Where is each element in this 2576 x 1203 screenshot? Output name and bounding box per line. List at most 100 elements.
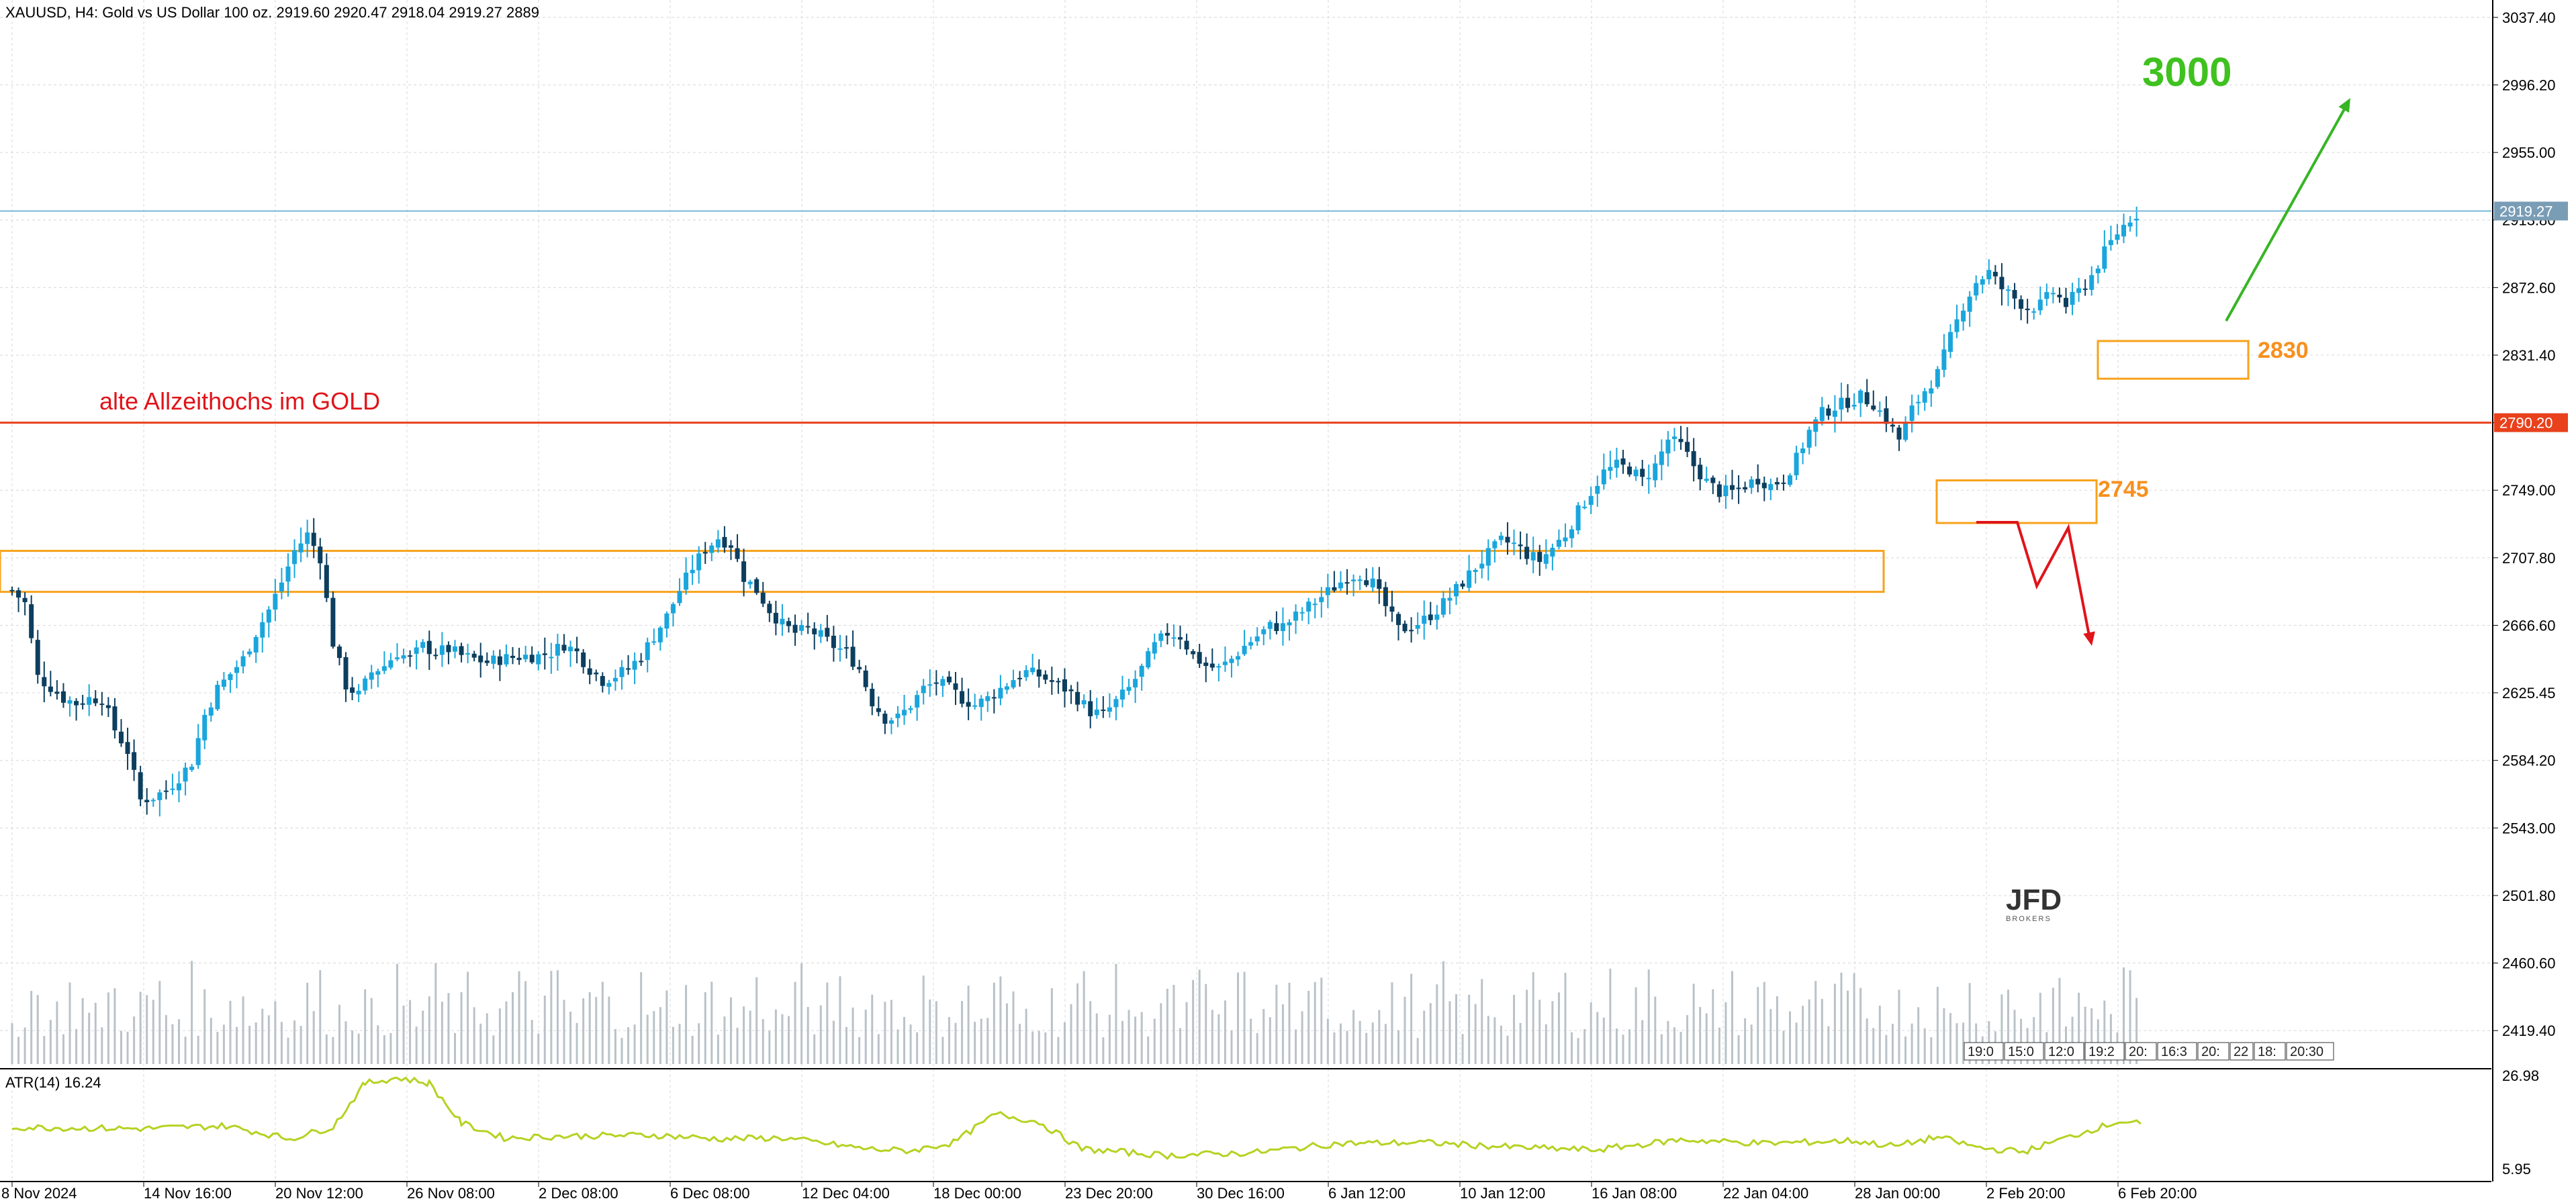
candle-body xyxy=(2082,288,2088,290)
candle-body xyxy=(1550,548,1555,557)
candle-body xyxy=(163,790,169,792)
candle-body xyxy=(927,684,933,686)
candle-body xyxy=(1743,487,1748,489)
candle-body xyxy=(2127,222,2133,227)
candle-body xyxy=(491,655,496,664)
candle-body xyxy=(1588,495,1594,506)
candle-body xyxy=(1119,689,1125,700)
target-label: 3000 xyxy=(2142,50,2232,95)
candle-body xyxy=(670,604,676,614)
session-box-label: 15:0 xyxy=(2008,1045,2034,1059)
candle-body xyxy=(1370,578,1375,587)
candle-body xyxy=(626,668,631,670)
candle-body xyxy=(1068,689,1074,691)
candle-body xyxy=(1056,681,1061,683)
price-tick-label: 2501.80 xyxy=(2502,887,2556,904)
candle-body xyxy=(35,640,40,675)
candle-body xyxy=(1524,546,1530,559)
candle-body xyxy=(1319,597,1324,602)
time-tick-label: 6 Feb 20:00 xyxy=(2118,1185,2197,1200)
candle-body xyxy=(1819,407,1825,422)
candle-body xyxy=(504,654,509,665)
atr-tick-label: 26.98 xyxy=(2502,1067,2539,1084)
candle-body xyxy=(54,691,60,694)
candle-body xyxy=(292,550,297,565)
candle-body xyxy=(1139,665,1144,677)
candle-body xyxy=(1023,670,1029,677)
candle-body xyxy=(1293,611,1299,621)
candle-body xyxy=(1755,479,1761,485)
candle-body xyxy=(568,646,573,652)
candle-body xyxy=(157,792,163,800)
candle-body xyxy=(1909,405,1915,422)
candle-body xyxy=(1954,319,1960,332)
candle-body xyxy=(1178,637,1183,640)
candle-body xyxy=(831,635,836,648)
candle-body xyxy=(837,648,843,650)
session-box xyxy=(2044,1042,2084,1061)
candle-body xyxy=(1839,397,1844,410)
candle-body xyxy=(2063,297,2068,307)
candle-body xyxy=(915,695,920,708)
candle-body xyxy=(1961,310,1966,322)
candle-body xyxy=(1152,642,1157,654)
candle-body xyxy=(2115,234,2120,240)
candle-body xyxy=(825,628,830,637)
candle-body xyxy=(684,572,689,590)
candle-body xyxy=(542,653,547,655)
candle-body xyxy=(1216,666,1222,668)
candle-body xyxy=(1395,614,1401,625)
candle-body xyxy=(760,592,766,604)
time-tick-label: 20 Nov 12:00 xyxy=(275,1185,363,1200)
candle-body xyxy=(1736,487,1741,489)
candle-body xyxy=(1383,587,1388,606)
candle-body xyxy=(1620,458,1626,465)
candle-body xyxy=(388,660,394,668)
price-tick-label: 2749.00 xyxy=(2502,482,2556,499)
candle-body xyxy=(1671,436,1677,439)
candle-body xyxy=(1325,587,1330,595)
candle-body xyxy=(651,641,657,643)
candle-body xyxy=(471,653,477,658)
candle-body xyxy=(805,626,811,628)
candle-body xyxy=(780,618,785,625)
candle-body xyxy=(1248,642,1254,646)
price-tick-label: 2584.20 xyxy=(2502,753,2556,769)
candle-body xyxy=(1011,680,1016,688)
candle-body xyxy=(1338,582,1343,589)
candle-body xyxy=(1716,484,1722,497)
candle-body xyxy=(1916,401,1921,403)
session-box xyxy=(2157,1042,2197,1061)
candle-body xyxy=(972,705,978,707)
candle-body xyxy=(1992,271,1998,277)
time-tick-label: 2 Feb 20:00 xyxy=(1986,1185,2065,1200)
candle-body xyxy=(978,698,984,708)
candle-body xyxy=(523,655,528,659)
ath-label: alte Allzeithochs im GOLD xyxy=(99,387,380,415)
candle-body xyxy=(754,579,760,593)
candle-body xyxy=(253,636,259,653)
annotations: 19:0 15:0 12:0 19:2 20: 16:3 20: 22 18: 20:30 xyxy=(1964,98,2350,1061)
candle-body xyxy=(1274,623,1279,632)
candle-body xyxy=(792,624,798,633)
candle-body xyxy=(895,714,901,718)
session-box-label: 19:0 xyxy=(1968,1045,1994,1059)
bear-arrow-head xyxy=(2083,631,2095,646)
candle-body xyxy=(696,553,702,571)
session-box xyxy=(2125,1042,2157,1061)
candle-body xyxy=(600,676,605,686)
candle-body xyxy=(639,661,644,663)
candle-body xyxy=(1980,279,1985,285)
candle-body xyxy=(1512,542,1517,544)
candle-body xyxy=(1242,645,1247,655)
candle-body xyxy=(1460,583,1465,587)
session-box-label: 20: xyxy=(2201,1045,2220,1059)
candle-body xyxy=(882,714,888,724)
candle-body xyxy=(561,644,567,651)
candle-body xyxy=(1691,451,1696,467)
candle-body xyxy=(459,646,464,655)
candle-body xyxy=(1081,700,1087,705)
candle-body xyxy=(863,670,868,687)
candle-body xyxy=(1640,469,1645,477)
